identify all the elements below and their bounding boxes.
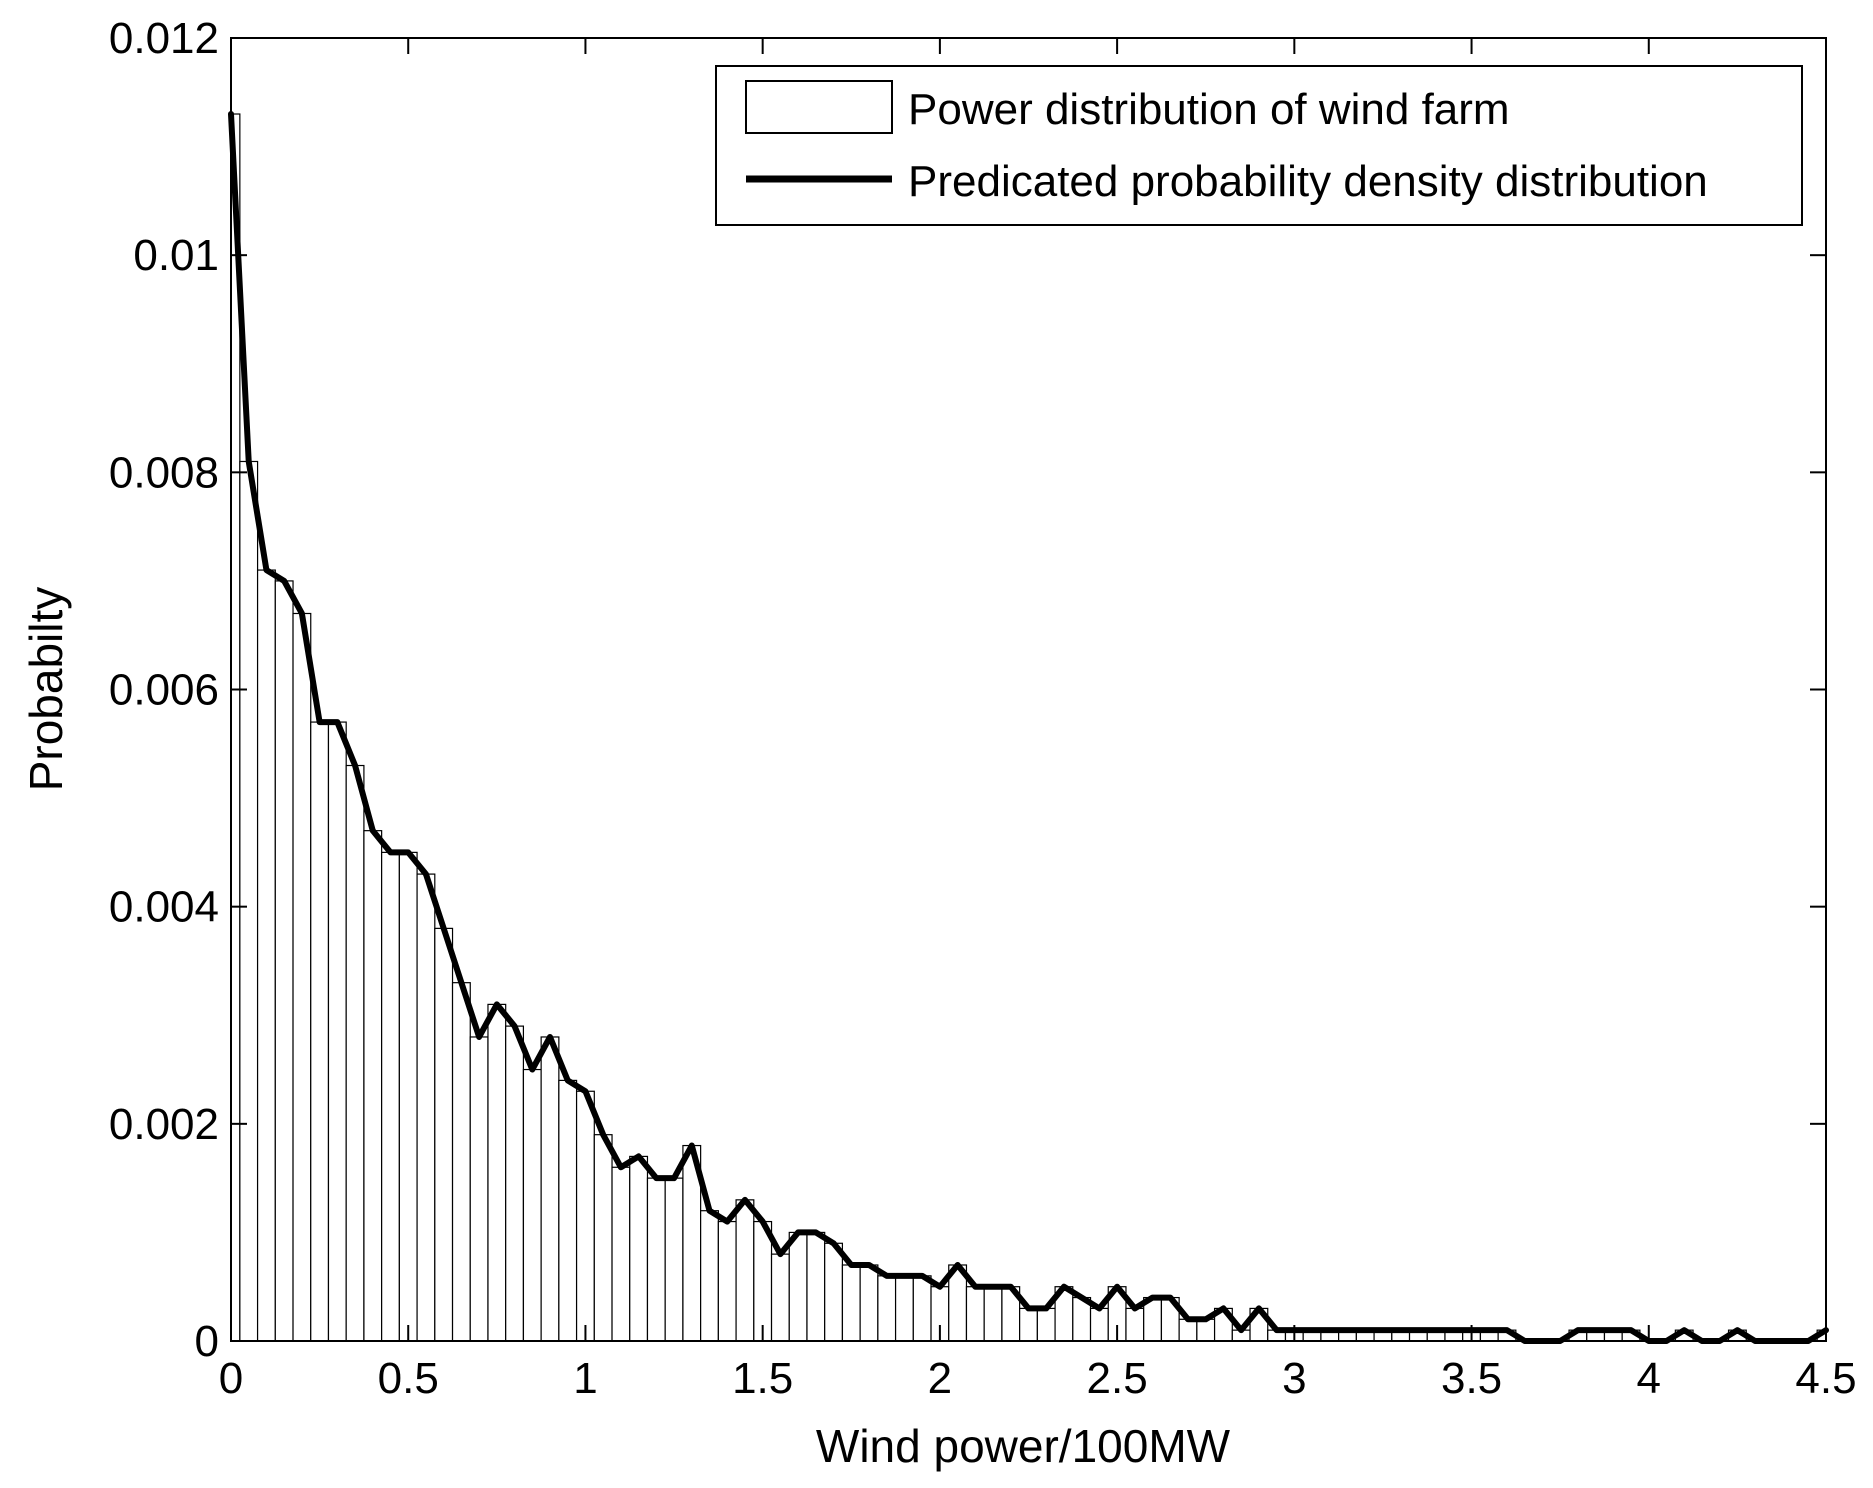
histogram-bar — [1196, 1318, 1216, 1342]
histogram-bar — [894, 1275, 914, 1342]
histogram-bar — [629, 1155, 649, 1342]
histogram-bar — [735, 1199, 755, 1342]
histogram-bar — [1019, 1307, 1038, 1342]
y-tick-label: 0.012 — [109, 14, 219, 63]
y-tick-label: 0.004 — [109, 883, 219, 932]
histogram-bar — [859, 1264, 879, 1342]
legend-bar-swatch — [745, 80, 893, 134]
histogram-bar — [434, 927, 454, 1342]
histogram-bar — [1178, 1318, 1198, 1342]
histogram-bar — [841, 1264, 861, 1342]
plot-frame — [230, 37, 1827, 1342]
y-tick-label: 0.002 — [109, 1100, 219, 1149]
histogram-bar — [664, 1177, 684, 1342]
x-tick-label: 1 — [573, 1354, 597, 1403]
histogram-bar — [327, 721, 347, 1342]
x-tick-label: 0 — [219, 1354, 243, 1403]
y-tick-label: 0.008 — [109, 448, 219, 497]
x-tick-label: 2.5 — [1087, 1354, 1148, 1403]
x-tick-label: 3.5 — [1441, 1354, 1502, 1403]
histogram-bar — [292, 612, 312, 1342]
histogram-bar — [611, 1166, 631, 1342]
histogram-bar — [558, 1079, 578, 1342]
histogram-bar — [363, 830, 383, 1342]
legend-line-label: Predicated probability density distribut… — [908, 157, 1708, 206]
x-tick-label: 1.5 — [732, 1354, 793, 1403]
x-tick-label: 4.5 — [1795, 1354, 1856, 1403]
histogram-bar — [416, 873, 436, 1342]
histogram-bar — [345, 764, 365, 1342]
histogram-bar — [505, 1025, 525, 1342]
histogram-bar — [469, 1036, 489, 1342]
legend-bar-label: Power distribution of wind farm — [908, 85, 1510, 134]
histogram-bar — [274, 580, 294, 1342]
histogram-bar — [487, 1003, 507, 1342]
histogram-bar — [646, 1177, 666, 1342]
x-tick-label: 2 — [928, 1354, 952, 1403]
histogram-bar — [310, 721, 330, 1342]
histogram-bar — [770, 1253, 790, 1342]
histogram-bar — [522, 1068, 542, 1342]
histogram-bar — [451, 982, 471, 1342]
histogram-bars — [230, 113, 1827, 1342]
histogram-bar — [239, 460, 259, 1342]
histogram-bar — [717, 1220, 737, 1342]
histogram-bar — [788, 1231, 808, 1342]
histogram-bar — [912, 1275, 932, 1342]
histogram-bar — [1125, 1307, 1145, 1342]
legend-box — [715, 65, 1803, 226]
histogram-bar — [700, 1210, 719, 1342]
histogram-bar — [1036, 1307, 1056, 1342]
histogram-bar — [1089, 1307, 1109, 1342]
y-axis-label: Probabilty — [20, 587, 72, 792]
histogram-bar — [753, 1220, 773, 1342]
histogram-bar — [256, 569, 276, 1342]
histogram-bar — [824, 1242, 844, 1342]
y-tick-label: 0 — [195, 1317, 219, 1366]
x-tick-label: 3 — [1282, 1354, 1306, 1403]
y-tick-label: 0.006 — [109, 666, 219, 715]
histogram-bar — [540, 1036, 560, 1342]
x-tick-label: 0.5 — [378, 1354, 439, 1403]
y-tick-labels: 0 0.002 0.004 0.006 0.008 0.01 0.012 — [109, 14, 219, 1366]
histogram-bar — [965, 1286, 985, 1342]
histogram-bar — [806, 1231, 826, 1342]
x-tick-labels: 0 0.5 1 1.5 2 2.5 3 3.5 4 4.5 — [219, 1354, 1857, 1403]
x-axis-label: Wind power/100MW — [816, 1420, 1231, 1472]
histogram-bar — [877, 1275, 897, 1342]
histogram-bar — [575, 1090, 595, 1342]
histogram-bar — [381, 851, 400, 1342]
legend: Power distribution of wind farm Predicat… — [715, 65, 1803, 226]
histogram-bar — [398, 851, 418, 1342]
x-tick-label: 4 — [1637, 1354, 1661, 1403]
y-tick-label: 0.01 — [133, 231, 219, 280]
histogram-bar — [983, 1286, 1003, 1342]
histogram-bar — [593, 1134, 613, 1342]
